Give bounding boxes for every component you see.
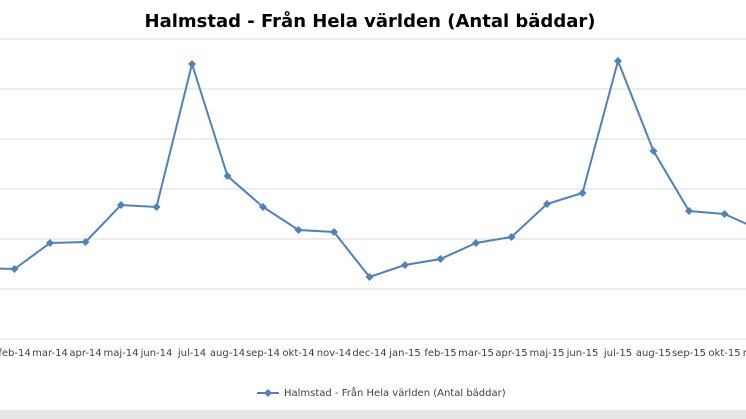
x-tick-label: okt-15 — [708, 348, 740, 359]
data-point — [614, 57, 622, 65]
data-point — [365, 273, 374, 281]
x-tick-label: jul-14 — [177, 348, 206, 359]
data-point — [259, 203, 267, 211]
x-tick-label: dec-14 — [352, 348, 386, 359]
x-tick-label: mar-15 — [458, 348, 494, 359]
x-tick-label: jan-15 — [388, 348, 421, 359]
data-point — [401, 261, 409, 269]
data-point — [720, 210, 729, 218]
data-point — [578, 189, 587, 197]
x-tick-label: okt-14 — [282, 348, 314, 359]
data-point — [188, 60, 196, 68]
data-point — [294, 226, 303, 234]
x-tick-label: apr-15 — [495, 348, 527, 359]
x-tick-label: feb-14 — [0, 348, 31, 359]
data-point — [117, 201, 125, 209]
data-point — [543, 200, 551, 208]
series-line — [0, 57, 746, 279]
x-tick-label: maj-15 — [530, 348, 565, 359]
x-tick-label: jul-15 — [603, 348, 632, 359]
x-tick-label: maj-14 — [104, 348, 139, 359]
data-point — [330, 228, 338, 236]
legend-label: Halmstad - Från Hela världen (Antal bädd… — [284, 386, 506, 399]
x-tick-label: apr-14 — [69, 348, 101, 359]
x-tick-label: jun-15 — [566, 348, 599, 359]
x-tick-label: sep-15 — [672, 348, 706, 359]
x-tick-label: sep-14 — [246, 348, 280, 359]
x-tick-label: mar-14 — [32, 348, 68, 359]
data-point — [507, 233, 516, 241]
chart-title: Halmstad - Från Hela världen (Antal bädd… — [145, 10, 596, 32]
x-tick-label: nov-14 — [317, 348, 351, 359]
x-tick-label: nov-15 — [743, 348, 746, 359]
x-tick-label: aug-14 — [210, 348, 245, 359]
data-point — [472, 239, 480, 247]
data-point — [685, 207, 693, 215]
data-point — [436, 255, 445, 263]
data-point — [46, 239, 54, 247]
x-tick-label: feb-15 — [424, 348, 456, 359]
data-point — [152, 203, 161, 211]
data-point — [81, 238, 90, 246]
scroll-bar — [0, 410, 746, 419]
x-tick-label: aug-15 — [636, 348, 671, 359]
data-point — [649, 147, 658, 155]
data-point — [10, 265, 19, 273]
legend-marker — [264, 389, 272, 397]
x-tick-label: jun-14 — [140, 348, 173, 359]
data-point — [223, 172, 232, 180]
